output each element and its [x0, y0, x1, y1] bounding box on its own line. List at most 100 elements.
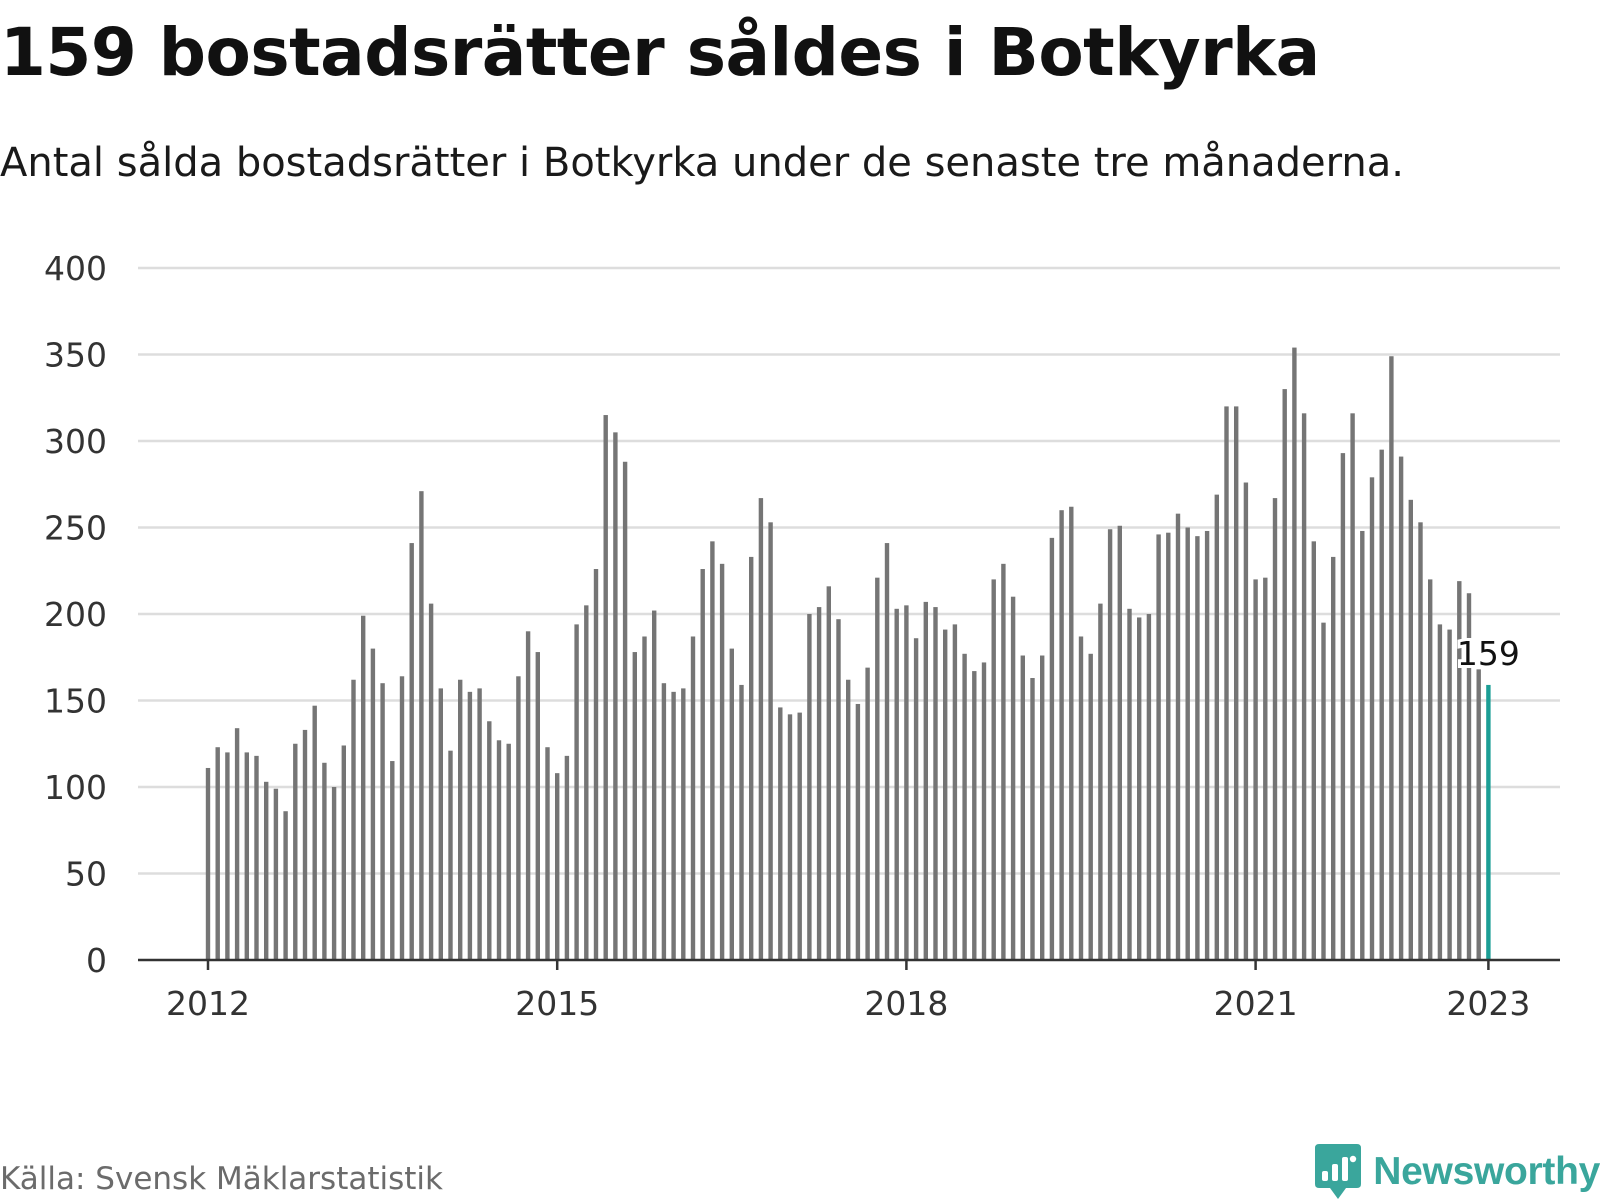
bar: [855, 703, 861, 960]
bar: [758, 498, 764, 960]
bar: [361, 615, 366, 960]
bar: [390, 761, 395, 960]
bar: [642, 636, 647, 960]
bar: [516, 676, 521, 960]
bar: [700, 569, 705, 960]
bar: [1321, 622, 1326, 960]
bar: [768, 522, 773, 960]
bar: [681, 688, 686, 960]
bar: [1292, 347, 1297, 961]
bar: [1360, 530, 1365, 960]
bar: [1001, 563, 1006, 960]
x-tick-label: 2023: [1446, 984, 1530, 1023]
bar: [1369, 477, 1375, 960]
bar: [574, 624, 579, 960]
bar: [1224, 406, 1229, 960]
bar: [816, 607, 822, 960]
bar: [428, 603, 434, 960]
bar: [1379, 449, 1384, 960]
x-tick-label: 2015: [515, 984, 599, 1023]
bar: [778, 707, 783, 960]
bar: [836, 619, 841, 960]
bar: [1398, 456, 1404, 960]
bar: [283, 811, 288, 960]
bar: [622, 461, 628, 960]
bar: [933, 607, 938, 960]
bar: [496, 740, 502, 960]
y-tick-label: 150: [44, 682, 107, 721]
bar: [1466, 593, 1472, 960]
bar: [1301, 413, 1307, 960]
bar: [846, 679, 851, 960]
bar: [652, 610, 657, 960]
newsworthy-chart-bubble-icon: [1315, 1144, 1362, 1199]
bar: [1020, 655, 1025, 960]
bar: [749, 556, 754, 960]
chart-title: 159 bostadsrätter såldes i Botkyrka: [0, 14, 1320, 91]
bar: [739, 684, 744, 960]
bar: [438, 688, 443, 960]
bar: [593, 569, 599, 960]
bar: [943, 629, 948, 960]
bar: [1476, 669, 1481, 960]
bar: [1204, 530, 1210, 960]
bar: [215, 747, 220, 960]
bar: [525, 631, 531, 960]
bar: [1282, 389, 1287, 961]
bar: [477, 688, 482, 960]
bar: [1059, 510, 1064, 960]
highlight-value-label: 159: [1457, 634, 1520, 673]
bar: [807, 614, 812, 960]
bar: [1069, 506, 1074, 960]
bar: [613, 432, 618, 961]
bar: [603, 415, 608, 960]
bar: [409, 543, 414, 960]
x-tick-label: 2012: [166, 984, 250, 1023]
bar: [1253, 579, 1258, 960]
bar: [1311, 541, 1316, 960]
bar: [399, 676, 405, 960]
bar: [1146, 614, 1152, 960]
highlighted-bar: [1486, 684, 1491, 960]
bar: [972, 671, 977, 960]
bar: [225, 752, 230, 960]
bar: [1234, 406, 1239, 960]
bar: [564, 755, 570, 960]
x-tick-label: 2018: [864, 984, 948, 1023]
bar: [293, 743, 298, 960]
y-tick-label: 50: [65, 855, 107, 894]
source-note: Källa: Svensk Mäklarstatistik: [0, 1161, 443, 1197]
bar: [370, 648, 376, 960]
bar: [719, 563, 725, 960]
bar: [923, 601, 928, 960]
bar: [1437, 624, 1443, 960]
bar: [1408, 499, 1413, 960]
bar: [884, 543, 890, 960]
bar: [1030, 678, 1035, 960]
bar: [671, 691, 676, 960]
bar: [690, 636, 696, 960]
bar: [1040, 655, 1045, 960]
bar: [729, 648, 734, 960]
bar: [1389, 356, 1394, 961]
bar: [1098, 603, 1103, 960]
bar: [1156, 534, 1161, 960]
newsworthy-logo[interactable]: Newsworthy: [1313, 1144, 1600, 1200]
bar: [904, 605, 909, 960]
bar: [264, 781, 269, 960]
bar: [535, 652, 540, 960]
bar: [1350, 413, 1355, 960]
bar: [341, 745, 346, 960]
bar: [913, 638, 919, 960]
bar: [458, 679, 463, 960]
bar: [234, 728, 240, 960]
bar: [1049, 537, 1055, 960]
bar: [875, 577, 880, 960]
bar: [545, 747, 550, 960]
y-tick-label: 0: [86, 941, 107, 980]
bar: [273, 788, 279, 960]
bar: [981, 662, 987, 960]
bar: [962, 653, 967, 960]
bar: [1428, 579, 1433, 960]
y-tick-label: 400: [44, 249, 107, 288]
